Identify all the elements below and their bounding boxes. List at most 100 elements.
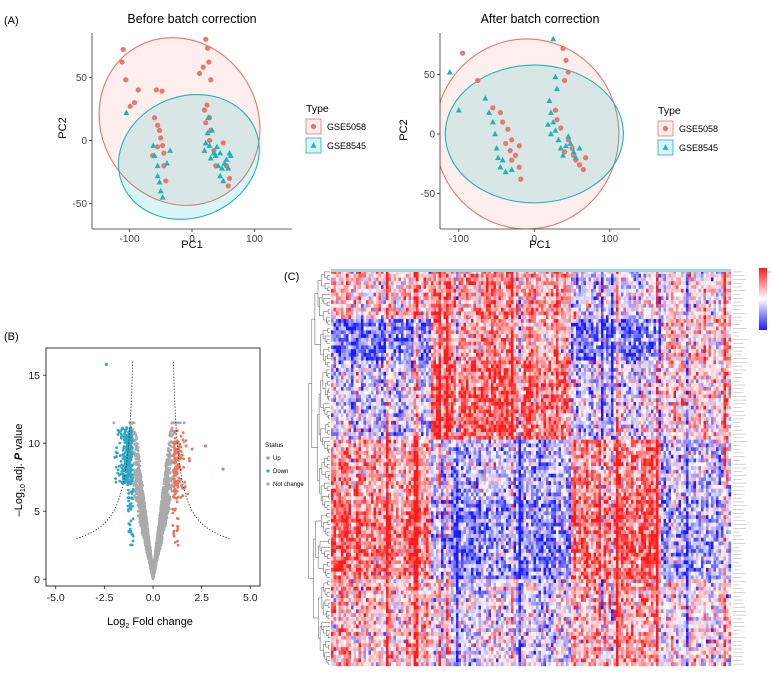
volcano-legend-key-1	[266, 469, 270, 473]
pca-after-ellipse-gse5058	[440, 38, 620, 229]
pca-before-point-gse5058-21	[205, 45, 211, 51]
pca-before-point-gse8545-1	[150, 142, 157, 148]
pca-after-point-gse8545-6	[493, 145, 500, 151]
pca-before-point-gse8545-19	[219, 165, 225, 171]
pca-before-point-gse5058-31	[220, 140, 226, 146]
pca-before-point-gse8545-26	[217, 172, 224, 179]
pca-before-point-gse8545-8	[164, 160, 170, 166]
pca-after-xtick-2: 100	[601, 234, 618, 245]
volcano-legend-label-0: Up	[273, 456, 281, 462]
volcano-xtick-1: -2.5	[95, 592, 113, 604]
pca-after-point-gse5058-25	[577, 162, 583, 168]
pca-before-legend-label-1: GSE8545	[327, 141, 366, 151]
pca-after-point-gse5058-20	[558, 125, 564, 131]
pca-before-point-gse5058-34	[225, 183, 231, 189]
heatmap-chart	[308, 268, 771, 667]
pca-before-point-gse8545-11	[202, 139, 209, 146]
panel-b-label: (B)	[4, 331, 19, 343]
pca-after-point-gse8545-1	[455, 107, 462, 113]
pca-before-ytick-2: -50	[73, 199, 88, 210]
volcano-xtick-3: 2.5	[194, 592, 209, 604]
pca-after-ellipse-gse8545	[444, 64, 624, 204]
pca-after-point-gse5058-26	[580, 167, 586, 173]
pca-after-point-gse5058-6	[509, 137, 515, 143]
volcano-threshold-right	[172, 361, 232, 540]
pca-before-point-gse5058-27	[203, 120, 209, 126]
pca-after-xlabel: PC1	[529, 239, 550, 251]
pca-before-point-gse8545-18	[215, 162, 222, 169]
volcano-plot-frame	[45, 347, 261, 587]
pca-before-point-gse5058-14	[155, 144, 161, 150]
volcano-point-1	[203, 444, 208, 448]
pca-after-point-gse5058-3	[497, 109, 503, 116]
pca-after-point-gse8545-12	[550, 35, 557, 42]
pca-before-point-gse5058-4	[131, 99, 138, 106]
pca-after-point-gse5058-18	[552, 107, 559, 113]
volcano-ytick-2: 10	[28, 438, 40, 450]
pca-after-point-gse5058-15	[563, 57, 569, 63]
pca-after-point-gse5058-1	[475, 77, 481, 84]
pca-before-point-gse5058-24	[204, 102, 210, 108]
pca-before-point-gse8545-16	[214, 143, 220, 150]
pca-after-point-gse8545-25	[570, 148, 577, 155]
pca-after-point-gse8545-16	[547, 109, 554, 115]
pca-before-legend-label-0: GSE5058	[327, 122, 366, 132]
pca-after-point-gse5058-9	[512, 152, 519, 158]
pca-before-ellipse-gse8545	[117, 93, 260, 220]
pca-after-point-gse8545-13	[552, 73, 559, 80]
pca-after-xtick-1: 0	[532, 234, 538, 245]
pca-before-point-gse8545-24	[227, 152, 234, 158]
pca-after-point-gse8545-5	[492, 130, 499, 137]
pca-before-point-gse8545-7	[159, 194, 166, 200]
pca-before-xtick-0: -100	[119, 234, 139, 245]
pca-before-point-gse5058-29	[206, 137, 213, 144]
pca-after-point-gse8545-24	[567, 140, 574, 146]
pca-before-legend-title: Type	[306, 103, 329, 115]
pca-after-xtick-0: -100	[449, 234, 469, 245]
pca-before-point-gse8545-28	[209, 127, 215, 133]
volcano-xtick-2: 0.0	[146, 592, 161, 604]
pca-after-point-gse5058-14	[560, 45, 566, 52]
pca-before-xlabel: PC1	[181, 239, 202, 251]
heatmap-annotation-strip	[331, 269, 731, 272]
pca-before-point-gse5058-18	[196, 70, 203, 77]
pca-after-point-gse8545-26	[572, 154, 579, 161]
pca-before-legend: GSE5058 GSE8545	[305, 118, 366, 154]
pca-before-point-gse8545-27	[212, 152, 219, 158]
pca-after-point-gse8545-23	[565, 133, 572, 139]
pca-after-point-gse8545-3	[486, 109, 493, 115]
panel-c-label: (C)	[284, 271, 299, 283]
pca-before-point-gse8545-29	[205, 114, 212, 121]
pca-before-point-gse5058-10	[156, 127, 163, 133]
panel-a-label: (A)	[4, 15, 19, 27]
volcano-point-2	[221, 467, 225, 471]
pca-before-point-gse8545-0	[123, 109, 130, 115]
pca-after-point-gse5058-17	[561, 77, 568, 84]
pca-before-point-gse8545-3	[154, 162, 161, 169]
pca-before-point-gse8545-5	[156, 179, 163, 185]
pca-after-point-gse8545-27	[576, 145, 583, 151]
pca-after-point-gse5058-12	[509, 157, 515, 163]
pca-after-point-gse5058-19	[554, 117, 560, 123]
pca-before-point-gse8545-14	[207, 154, 214, 161]
heatmap-row-dendrogram	[308, 271, 330, 665]
volcano-legend-label-2: Not change	[273, 482, 304, 488]
pca-after-legend-label-1: GSE8545	[679, 143, 718, 153]
pca-after-legend-label-0: GSE5058	[679, 124, 718, 134]
pca-before-point-gse8545-12	[204, 129, 211, 136]
pca-before-point-gse5058-1	[119, 59, 125, 65]
pca-after-point-gse5058-2	[490, 105, 496, 111]
pca-before-point-gse5058-25	[201, 107, 208, 113]
volcano-ytick-3: 15	[28, 370, 40, 382]
pca-before-point-gse5058-23	[208, 77, 214, 83]
pca-after-point-gse8545-18	[552, 127, 559, 133]
pca-before-xtick-1: 0	[189, 234, 195, 245]
pca-after-point-gse5058-0	[460, 50, 466, 56]
pca-after-point-gse8545-20	[557, 145, 564, 151]
volcano-legend-label-1: Down	[273, 469, 288, 475]
pca-before-point-gse5058-22	[206, 59, 212, 65]
pca-after-point-gse8545-22	[563, 142, 570, 149]
pca-before-point-gse5058-13	[161, 150, 167, 156]
pca-before-point-gse5058-3	[127, 103, 133, 109]
